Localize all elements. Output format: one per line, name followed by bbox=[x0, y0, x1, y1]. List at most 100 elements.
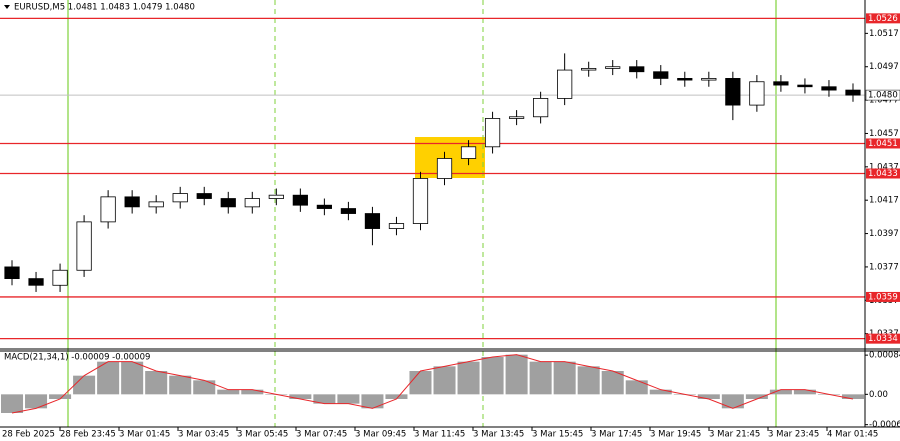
macd-bar bbox=[577, 366, 600, 395]
candle-body bbox=[484, 118, 501, 148]
macd-bar bbox=[145, 371, 168, 395]
macd-bar bbox=[409, 371, 432, 395]
macd-bar bbox=[217, 389, 240, 395]
candle-body bbox=[629, 66, 645, 73]
macd-bar bbox=[49, 394, 72, 399]
candle-body bbox=[653, 71, 669, 79]
y-tick-label: 1.0457 bbox=[869, 129, 899, 139]
candle-body bbox=[100, 196, 116, 223]
x-tick-label: 3 Mar 15:45 bbox=[532, 430, 583, 440]
candle-body bbox=[172, 193, 188, 203]
level-label-box bbox=[866, 168, 900, 179]
x-tick-label: 3 Mar 01:45 bbox=[119, 430, 170, 440]
macd-bar bbox=[97, 361, 120, 395]
macd-bar bbox=[289, 394, 312, 399]
macd-bar bbox=[457, 361, 480, 395]
candle-body bbox=[220, 198, 236, 208]
macd-bar bbox=[1, 394, 24, 413]
x-tick-label: 28 Feb 23:45 bbox=[60, 430, 116, 440]
x-tick-label: 3 Mar 05:45 bbox=[237, 430, 288, 440]
level-label: 1.0526 bbox=[868, 14, 898, 24]
level-label-box bbox=[866, 13, 900, 24]
y-tick-label: 1.0397 bbox=[869, 229, 899, 239]
macd-bar bbox=[601, 371, 624, 395]
macd-bar bbox=[769, 389, 792, 395]
x-tick-label: 3 Mar 03:45 bbox=[178, 430, 229, 440]
candle-body bbox=[725, 78, 741, 106]
candle-body bbox=[76, 221, 92, 271]
macd-bar bbox=[169, 375, 192, 395]
candle-body bbox=[436, 158, 453, 179]
y-tick-label: 0.00084 bbox=[869, 351, 900, 361]
candle-body bbox=[196, 193, 212, 199]
x-tick-label: 3 Mar 19:45 bbox=[650, 430, 701, 440]
macd-bar bbox=[721, 394, 744, 409]
candle-body bbox=[292, 194, 308, 206]
candle-body bbox=[244, 198, 260, 208]
candle-body bbox=[749, 81, 765, 106]
candle-body bbox=[316, 204, 332, 209]
chart-title: EURUSD,M5 1.0481 1.0483 1.0479 1.0480 bbox=[14, 3, 195, 13]
candle-body bbox=[52, 269, 68, 286]
y-tick-label: 1.0477 bbox=[869, 96, 899, 106]
x-tick-label: 3 Mar 21:45 bbox=[709, 430, 760, 440]
macd-bar bbox=[241, 389, 264, 395]
y-tick-label: 0.00 bbox=[869, 390, 888, 400]
macd-bar bbox=[793, 389, 816, 395]
menu-arrow bbox=[4, 5, 10, 9]
x-tick-label: 3 Mar 07:45 bbox=[296, 430, 347, 440]
y-tick-label: 1.0377 bbox=[869, 262, 899, 272]
macd-bar bbox=[481, 357, 504, 395]
macd-bar bbox=[337, 394, 360, 404]
macd-bar bbox=[649, 389, 672, 395]
macd-bar bbox=[553, 361, 576, 395]
y-tick-label: 1.0517 bbox=[869, 29, 899, 39]
macd-bar bbox=[193, 380, 216, 395]
candle-body bbox=[773, 81, 789, 86]
level-label: 1.0433 bbox=[868, 169, 898, 179]
macd-bar bbox=[73, 375, 96, 395]
macd-bar bbox=[505, 354, 528, 395]
candle-body bbox=[605, 66, 621, 69]
y-tick-label: 1.0437 bbox=[869, 162, 899, 172]
level-label: 1.0334 bbox=[868, 334, 898, 344]
macd-bar bbox=[625, 380, 648, 395]
candle-body bbox=[148, 201, 164, 208]
candle-body bbox=[845, 89, 861, 96]
candle-body bbox=[508, 116, 525, 119]
macd-bar bbox=[313, 394, 336, 404]
macd-bar bbox=[697, 394, 720, 399]
x-tick-label: 3 Mar 11:45 bbox=[414, 430, 465, 440]
level-label-box bbox=[866, 138, 900, 149]
candle-body bbox=[412, 178, 429, 224]
candle-body bbox=[821, 86, 837, 91]
candle-body bbox=[28, 278, 44, 286]
candle-body bbox=[701, 78, 717, 81]
candle-body bbox=[677, 78, 693, 81]
x-tick-label: 3 Mar 17:45 bbox=[591, 430, 642, 440]
y-tick-label: 1.0497 bbox=[869, 62, 899, 72]
candle-body bbox=[533, 98, 549, 118]
x-tick-label: 28 Feb 2025 bbox=[2, 430, 55, 440]
candle-body bbox=[364, 213, 381, 229]
level-label-box bbox=[866, 333, 900, 344]
x-tick-label: 3 Mar 23:45 bbox=[768, 430, 819, 440]
candle-body bbox=[388, 223, 405, 229]
macd-bar bbox=[385, 394, 408, 399]
current-price-label: 1.0480 bbox=[868, 91, 898, 101]
candle-body bbox=[581, 67, 597, 71]
macd-bar bbox=[433, 366, 456, 395]
y-tick-label: -0.00065 bbox=[869, 420, 900, 430]
signal-line bbox=[11, 354, 854, 414]
macd-bar bbox=[25, 394, 48, 409]
x-tick-label: 3 Mar 09:45 bbox=[355, 430, 406, 440]
level-label-box bbox=[866, 291, 900, 302]
candle-body bbox=[340, 208, 357, 214]
candle-body bbox=[460, 146, 477, 159]
candle-body bbox=[124, 196, 140, 208]
macd-bar bbox=[745, 394, 768, 399]
level-label: 1.0359 bbox=[868, 292, 898, 302]
candle-body bbox=[268, 194, 284, 199]
macd-bar bbox=[121, 361, 144, 395]
